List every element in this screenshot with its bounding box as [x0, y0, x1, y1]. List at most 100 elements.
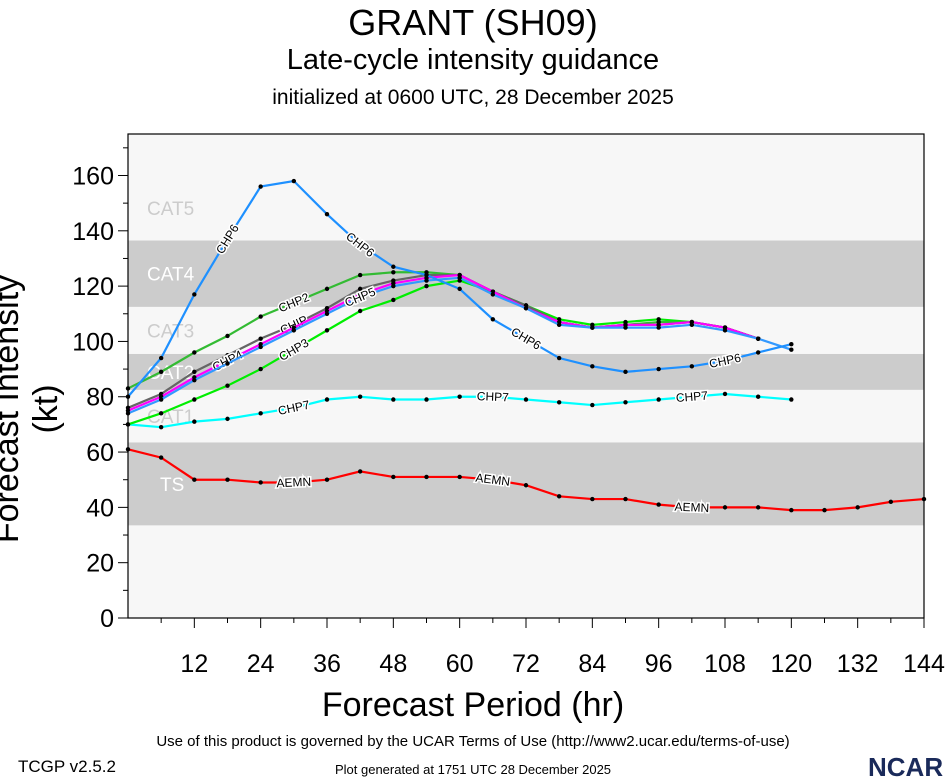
band-cat4: [128, 240, 924, 307]
data-point: [789, 347, 794, 352]
data-point: [258, 336, 263, 341]
data-point: [391, 283, 396, 289]
series-line-chp4: [127, 273, 759, 412]
x-axis-label: Forecast Period (hr): [321, 686, 625, 724]
data-point: [623, 369, 628, 375]
x-tick-label: 60: [446, 650, 474, 678]
y-axis-label: Forecast Intensity (kt): [0, 274, 65, 544]
data-point: [291, 300, 297, 305]
x-tick-label: 84: [578, 650, 606, 678]
data-point: [324, 477, 330, 482]
data-point: [324, 397, 330, 402]
data-point: [424, 474, 429, 480]
data-point: [556, 494, 562, 499]
data-point: [424, 283, 429, 289]
data-point: [722, 358, 728, 363]
data-point: [324, 286, 330, 292]
data-point: [424, 278, 429, 283]
data-point: [158, 397, 164, 402]
band-cat5: [128, 134, 924, 241]
data-point: [357, 242, 363, 247]
data-point: [158, 411, 164, 416]
data-point: [192, 369, 197, 375]
chart-title: GRANT (SH09): [348, 2, 598, 43]
data-point: [158, 355, 164, 361]
generated-time: Plot generated at 1751 UTC 28 December 2…: [334, 762, 612, 777]
init-time: initialized at 0600 UTC, 28 December 202…: [272, 86, 674, 109]
data-point: [689, 505, 695, 510]
data-point: [291, 405, 297, 411]
data-point: [590, 364, 595, 369]
data-point: [391, 397, 396, 402]
band-label: CAT4: [147, 265, 195, 286]
data-point: [888, 499, 894, 505]
data-point: [324, 328, 330, 333]
data-point: [457, 474, 462, 480]
y-tick-label: 120: [72, 273, 114, 301]
series-line-chp3: [127, 279, 759, 426]
data-point: [357, 272, 363, 278]
data-point: [556, 400, 562, 405]
data-point: [457, 394, 462, 399]
y-tick-label: 140: [72, 218, 114, 246]
data-point: [590, 402, 595, 408]
data-point: [523, 336, 529, 341]
data-point: [623, 400, 628, 405]
data-point: [623, 325, 628, 330]
data-point: [556, 322, 562, 328]
data-point: [324, 212, 330, 217]
data-point: [490, 477, 496, 482]
data-point: [424, 397, 429, 402]
data-point: [225, 477, 230, 482]
x-tick-label: 72: [512, 650, 540, 678]
data-point: [158, 455, 164, 460]
data-point: [789, 341, 794, 347]
data-point: [192, 419, 197, 424]
data-point: [689, 394, 695, 399]
data-point: [291, 347, 297, 352]
data-point: [656, 502, 661, 507]
data-point: [192, 397, 197, 402]
data-point: [192, 377, 197, 383]
data-point: [258, 411, 263, 416]
data-point: [357, 394, 363, 399]
terms-of-use: Use of this product is governed by the U…: [156, 733, 790, 750]
data-point: [689, 364, 695, 369]
x-tick-label: 120: [770, 650, 812, 678]
data-point: [258, 314, 263, 319]
data-point: [755, 394, 761, 399]
data-point: [656, 397, 661, 402]
y-tick-label: 40: [86, 494, 114, 522]
data-point: [391, 474, 396, 480]
data-point: [225, 416, 230, 422]
data-point: [357, 308, 363, 314]
data-point: [822, 507, 827, 513]
data-point: [391, 270, 396, 275]
data-point: [523, 306, 529, 311]
data-point: [490, 292, 496, 297]
data-point: [789, 397, 794, 402]
version: TCGP v2.5.2: [18, 757, 116, 776]
data-point: [158, 369, 164, 375]
data-point: [291, 328, 297, 333]
data-point: [357, 286, 363, 292]
data-point: [192, 292, 197, 297]
data-point: [457, 286, 462, 292]
series-line-chp2: [127, 271, 759, 390]
x-tick-label: 132: [837, 650, 879, 678]
data-point: [258, 480, 263, 485]
data-point: [656, 366, 661, 372]
data-point: [291, 480, 297, 485]
band-label: TS: [160, 475, 184, 496]
data-point: [225, 353, 230, 358]
data-point: [291, 178, 297, 184]
data-point: [590, 496, 595, 502]
data-point: [523, 483, 529, 488]
data-point: [357, 469, 363, 474]
data-point: [590, 325, 595, 330]
x-tick-label: 96: [645, 650, 673, 678]
series-label: AEMN: [475, 471, 511, 489]
data-point: [225, 383, 230, 388]
data-point: [755, 336, 761, 341]
